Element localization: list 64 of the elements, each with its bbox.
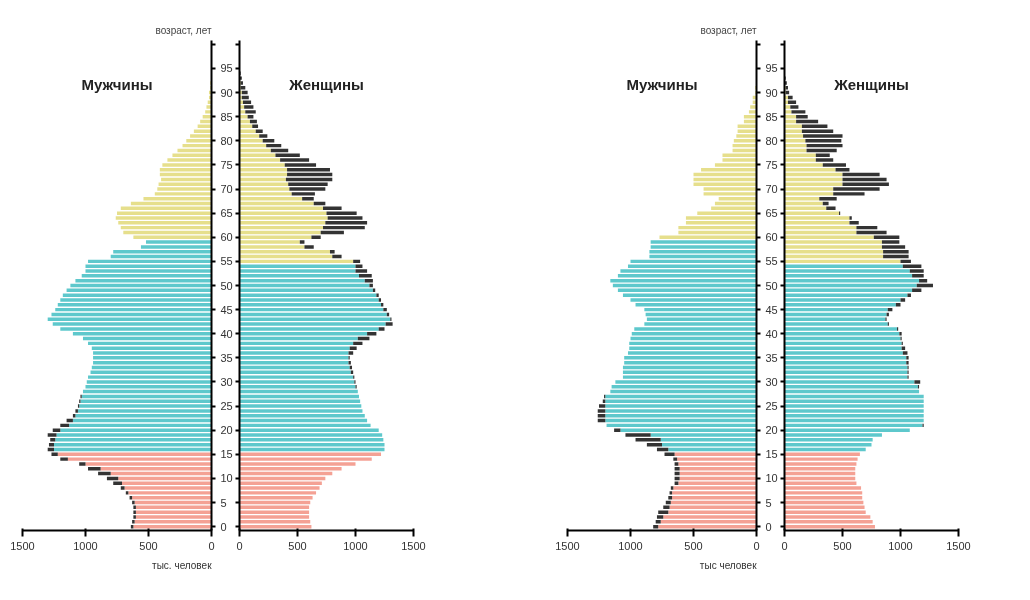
y-tick-label: 90 <box>765 86 778 99</box>
y-tick-label: 30 <box>220 375 233 388</box>
annotation: Женщины <box>833 75 909 93</box>
y-tick-label: 0 <box>220 520 227 533</box>
y-tick-label: 30 <box>765 375 778 388</box>
x-tick-label: 0 <box>753 539 760 552</box>
y-tick-label: 0 <box>765 520 772 533</box>
y-tick-label: 15 <box>765 448 778 461</box>
y-tick-label: 10 <box>220 472 233 485</box>
y-tick-label: 25 <box>220 400 233 413</box>
x-axis-title: тыс человек <box>699 559 758 571</box>
y-tick-label: 45 <box>220 303 233 316</box>
x-tick-label: 1500 <box>10 539 35 552</box>
y-tick-label: 60 <box>765 231 778 244</box>
y-tick-label: 35 <box>765 351 778 364</box>
y-tick-label: 20 <box>220 424 233 437</box>
x-axis-title: тыс. человек <box>152 559 213 571</box>
y-tick-label: 40 <box>220 327 233 340</box>
x-tick-label: 1000 <box>888 539 913 552</box>
x-tick-label: 1500 <box>946 539 971 552</box>
y-tick-label: 75 <box>765 158 778 171</box>
x-tick-label: 1500 <box>555 539 580 552</box>
y-tick-label: 85 <box>220 110 233 123</box>
annotation: Женщины <box>288 75 364 93</box>
y-tick-label: 35 <box>220 351 233 364</box>
y-tick-label: 80 <box>220 134 233 147</box>
y-tick-label: 50 <box>765 279 778 292</box>
y-tick-label: 95 <box>765 62 778 75</box>
x-tick-label: 1000 <box>73 539 98 552</box>
y-tick-label: 70 <box>220 183 233 196</box>
y-tick-label: 40 <box>765 327 778 340</box>
annotation: Мужчины <box>626 75 698 93</box>
y-tick-label: 75 <box>220 158 233 171</box>
y-tick-label: 55 <box>220 255 233 268</box>
x-tick-label: 1000 <box>343 539 368 552</box>
x-tick-label: 1500 <box>401 539 426 552</box>
chart-title: возраст, лет <box>155 24 212 36</box>
y-tick-label: 95 <box>220 62 233 75</box>
y-tick-label: 60 <box>220 231 233 244</box>
y-tick-label: 80 <box>765 134 778 147</box>
annotation: Мужчины <box>81 75 153 93</box>
x-tick-label: 500 <box>139 539 158 552</box>
y-tick-label: 70 <box>765 183 778 196</box>
x-tick-label: 500 <box>833 539 852 552</box>
y-tick-label: 45 <box>765 303 778 316</box>
y-tick-label: 10 <box>765 472 778 485</box>
y-tick-label: 65 <box>765 207 778 220</box>
y-tick-label: 25 <box>765 400 778 413</box>
x-tick-label: 0 <box>236 539 243 552</box>
y-tick-label: 65 <box>220 207 233 220</box>
x-tick-label: 0 <box>208 539 215 552</box>
y-tick-label: 15 <box>220 448 233 461</box>
y-tick-label: 20 <box>765 424 778 437</box>
x-tick-label: 500 <box>288 539 307 552</box>
y-tick-label: 90 <box>220 86 233 99</box>
x-tick-label: 0 <box>781 539 788 552</box>
y-tick-label: 5 <box>220 496 227 509</box>
y-tick-label: 55 <box>765 255 778 268</box>
chart-title: возраст, лет <box>700 24 757 36</box>
x-tick-label: 500 <box>684 539 703 552</box>
y-tick-label: 85 <box>765 110 778 123</box>
x-tick-label: 1000 <box>618 539 643 552</box>
y-tick-label: 5 <box>765 496 772 509</box>
y-tick-label: 50 <box>220 279 233 292</box>
